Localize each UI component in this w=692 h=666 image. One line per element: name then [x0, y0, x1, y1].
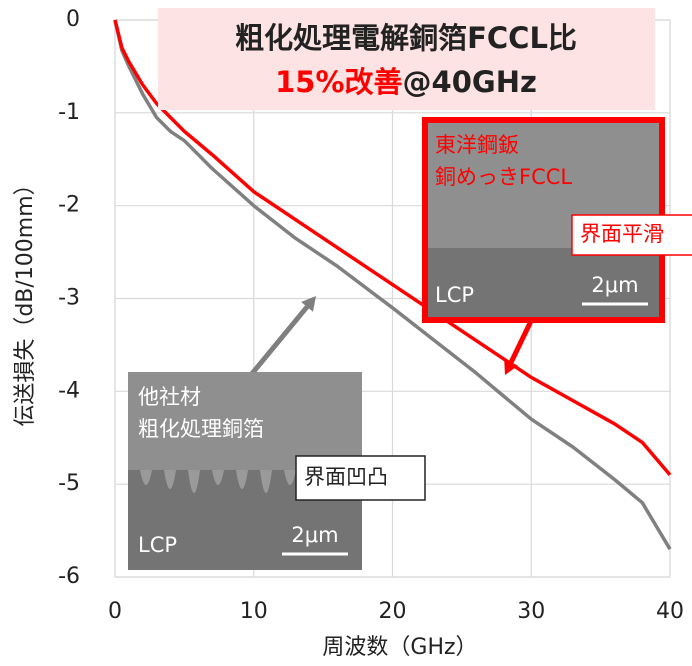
- inset-material: LCP: [435, 283, 474, 307]
- inset-label: 銅めっきFCCL: [435, 165, 572, 189]
- callout-label: 界面凹凸: [304, 465, 388, 489]
- y-tick-label: -2: [58, 193, 80, 218]
- inset-label: 粗化処理銅箔: [138, 417, 264, 441]
- inset-scale: 2μm: [591, 273, 638, 297]
- x-axis-label: 周波数（GHz）: [322, 635, 477, 660]
- y-tick-label: -5: [58, 471, 80, 496]
- inset-material: LCP: [138, 533, 177, 557]
- subtitle: 15%改善@40GHz: [275, 65, 537, 99]
- inset-label: 東洋鋼鈑: [435, 133, 519, 157]
- y-tick-label: -6: [58, 564, 80, 589]
- x-tick-label: 20: [379, 599, 407, 624]
- subtitle-part: 15%改善: [275, 65, 402, 99]
- y-axis-label: 伝送損失（dB/100mm）: [13, 173, 38, 426]
- x-tick-label: 10: [240, 599, 268, 624]
- x-tick-label: 40: [656, 599, 684, 624]
- inset-label: 他社材: [138, 385, 201, 409]
- callout-label: 界面平滑: [580, 222, 664, 246]
- subtitle-part: @40GHz: [403, 65, 537, 99]
- y-tick-label: 0: [66, 7, 80, 32]
- x-tick-label: 0: [108, 599, 122, 624]
- inset-scale: 2μm: [291, 523, 338, 547]
- y-tick-label: -4: [58, 378, 80, 403]
- y-tick-label: -3: [58, 286, 80, 311]
- chart-title: 粗化処理電解銅箔FCCL比: [235, 21, 577, 55]
- y-tick-label: -1: [58, 100, 80, 125]
- chart: 粗化処理電解銅箔FCCL比 15%改善@40GHz 周波数（GHz） 伝送損失（…: [0, 0, 692, 666]
- x-tick-label: 30: [517, 599, 545, 624]
